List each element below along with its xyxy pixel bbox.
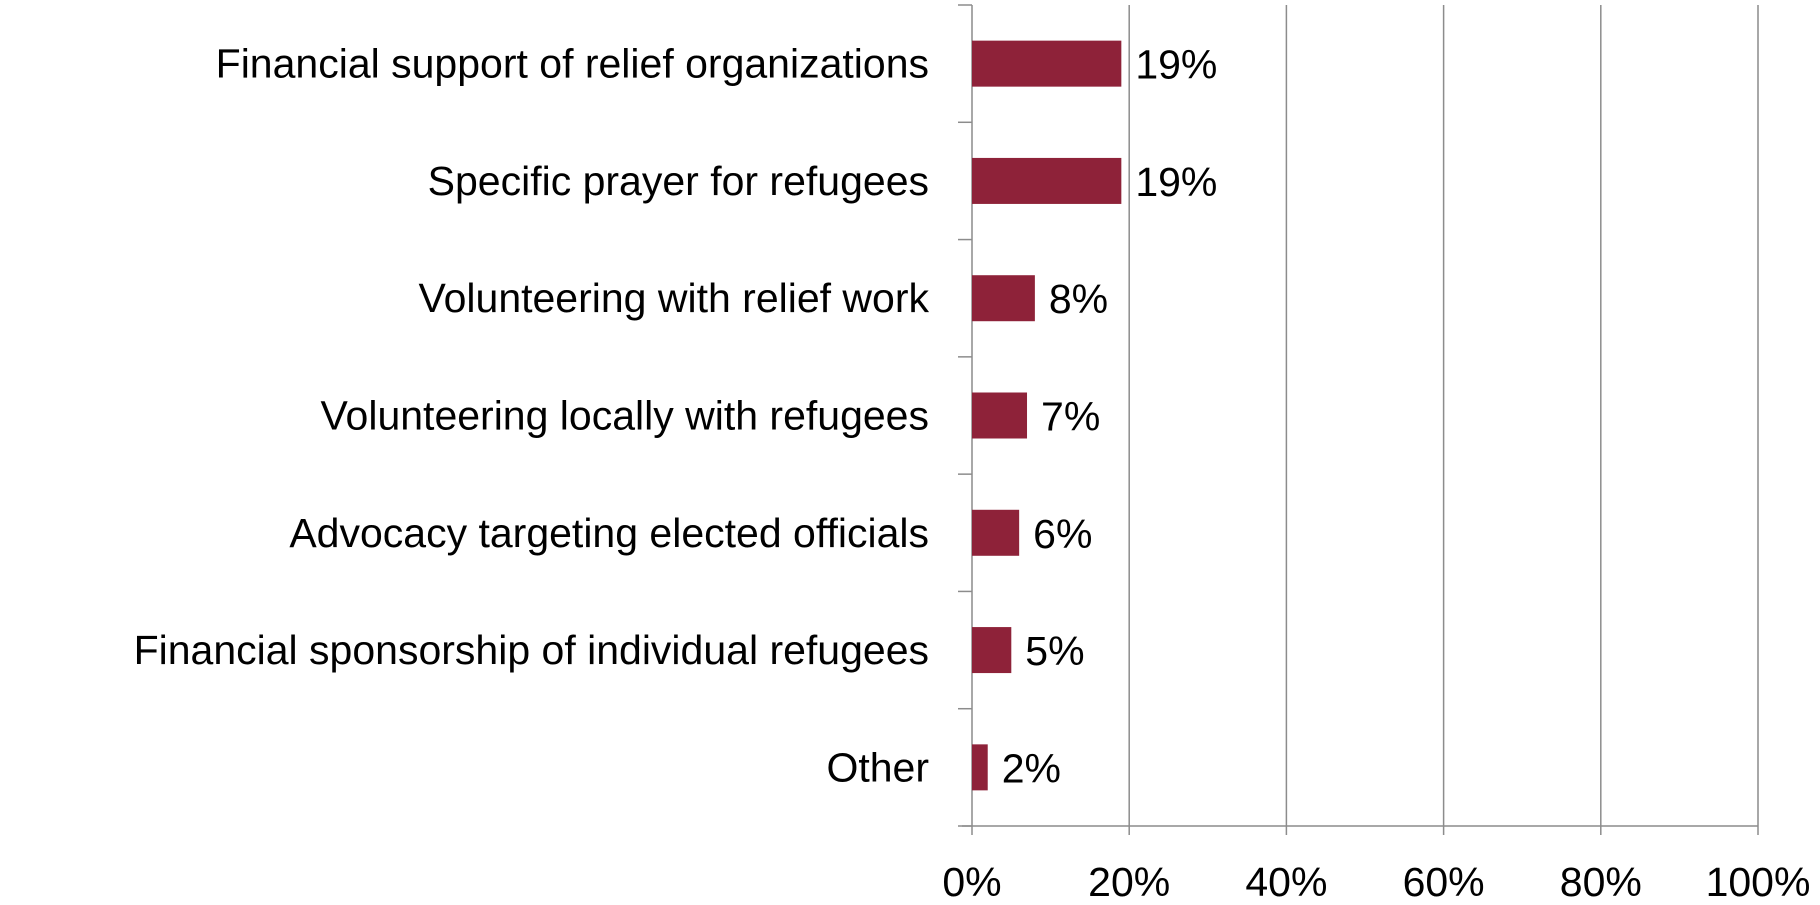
gridlines — [1128, 5, 1759, 826]
data-label: 19% — [1135, 42, 1217, 88]
bar — [972, 40, 1122, 87]
category-label: Volunteering with relief work — [419, 275, 930, 321]
data-label: 7% — [1041, 394, 1100, 440]
x-tick-label: 20% — [1088, 859, 1170, 905]
category-label: Other — [826, 744, 929, 790]
bar — [972, 392, 1028, 439]
bars — [972, 40, 1122, 791]
data-label: 2% — [1002, 745, 1061, 791]
bar — [972, 275, 1035, 322]
x-tick-label: 80% — [1560, 859, 1642, 905]
bar — [972, 627, 1012, 674]
category-label: Advocacy targeting elected officials — [289, 510, 929, 556]
data-label: 6% — [1033, 511, 1092, 557]
category-label: Volunteering locally with refugees — [320, 393, 929, 439]
data-label: 19% — [1135, 159, 1217, 205]
bar — [972, 744, 988, 791]
x-tick-label: 40% — [1245, 859, 1327, 905]
x-tick-label: 0% — [942, 859, 1001, 905]
x-tick-label: 100% — [1706, 859, 1811, 905]
x-tick-label: 60% — [1403, 859, 1485, 905]
labels: 0% 20% 40% 60% 80% 100% Financial support of r… — [134, 41, 1811, 905]
category-label: Financial support of relief organization… — [216, 41, 929, 87]
bar — [972, 509, 1020, 556]
data-label: 5% — [1025, 628, 1084, 674]
bar — [972, 157, 1122, 204]
category-label: Financial sponsorship of individual refu… — [134, 627, 929, 673]
category-label: Specific prayer for refugees — [428, 158, 929, 204]
data-label: 8% — [1049, 276, 1108, 322]
